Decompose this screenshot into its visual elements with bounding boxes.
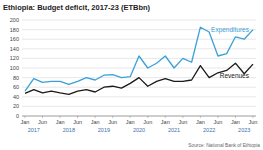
y-tick-label: 140 xyxy=(10,46,19,52)
x-tick xyxy=(200,116,201,118)
x-tick-label: Jan xyxy=(91,119,100,125)
series-line xyxy=(25,27,253,91)
y-tick-label: 60 xyxy=(13,84,19,90)
grid-line xyxy=(22,48,256,49)
x-tick-label: Jan xyxy=(126,119,135,125)
year-label: 2021 xyxy=(168,127,180,133)
x-tick-label: Jun xyxy=(143,119,152,125)
y-tick-label: 40 xyxy=(13,94,19,100)
x-tick xyxy=(253,116,254,118)
y-tick-label: 120 xyxy=(10,55,19,61)
x-tick xyxy=(130,116,131,118)
x-tick-label: Jan xyxy=(161,119,170,125)
x-tick xyxy=(235,116,236,118)
grid-line xyxy=(22,116,256,117)
grid-line xyxy=(22,58,256,59)
x-tick-label: Jan xyxy=(196,119,205,125)
grid-line xyxy=(22,68,256,69)
x-tick-label: Jun xyxy=(178,119,187,125)
grid-line xyxy=(22,20,256,21)
x-tick xyxy=(25,116,26,118)
x-tick-label: Jun xyxy=(108,119,117,125)
y-tick-label: 80 xyxy=(13,75,19,81)
x-tick xyxy=(182,116,183,118)
x-tick xyxy=(147,116,148,118)
x-tick-label: Jan xyxy=(21,119,30,125)
year-label: 2018 xyxy=(63,127,75,133)
x-tick xyxy=(165,116,166,118)
plot-area xyxy=(25,27,253,94)
year-label: 2022 xyxy=(203,127,215,133)
x-tick-label: Jun xyxy=(73,119,82,125)
y-tick-label: 200 xyxy=(10,17,19,23)
year-label: 2023 xyxy=(238,127,250,133)
year-label: 2019 xyxy=(98,127,110,133)
x-tick xyxy=(217,116,218,118)
x-axis xyxy=(22,116,256,117)
source: Source: National Bank of Ethiopia xyxy=(188,143,260,148)
y-tick-label: 20 xyxy=(13,103,19,109)
y-tick-label: 160 xyxy=(10,36,19,42)
grid-line xyxy=(22,39,256,40)
x-tick-label: Jan xyxy=(231,119,240,125)
series-line xyxy=(25,63,253,94)
x-tick xyxy=(95,116,96,118)
grid-line xyxy=(22,96,256,97)
y-tick-label: 100 xyxy=(10,65,19,71)
x-tick-label: Jun xyxy=(38,119,47,125)
y-tick-label: 0 xyxy=(16,113,19,119)
x-tick xyxy=(60,116,61,118)
grid-line xyxy=(22,87,256,88)
x-tick-label: Jun xyxy=(249,119,258,125)
x-tick xyxy=(42,116,43,118)
x-tick-label: Jun xyxy=(213,119,222,125)
x-tick-label: Jan xyxy=(56,119,65,125)
series-label: Revenues xyxy=(220,72,250,79)
x-tick xyxy=(112,116,113,118)
x-tick xyxy=(77,116,78,118)
year-label: 2020 xyxy=(133,127,145,133)
series-label: Expenditures xyxy=(211,26,250,34)
year-label: 2017 xyxy=(28,127,40,133)
title: Ethiopia: Budget deficit, 2017-23 (ETBbn… xyxy=(3,3,151,12)
grid-line xyxy=(22,106,256,107)
y-tick-label: 180 xyxy=(10,27,19,33)
